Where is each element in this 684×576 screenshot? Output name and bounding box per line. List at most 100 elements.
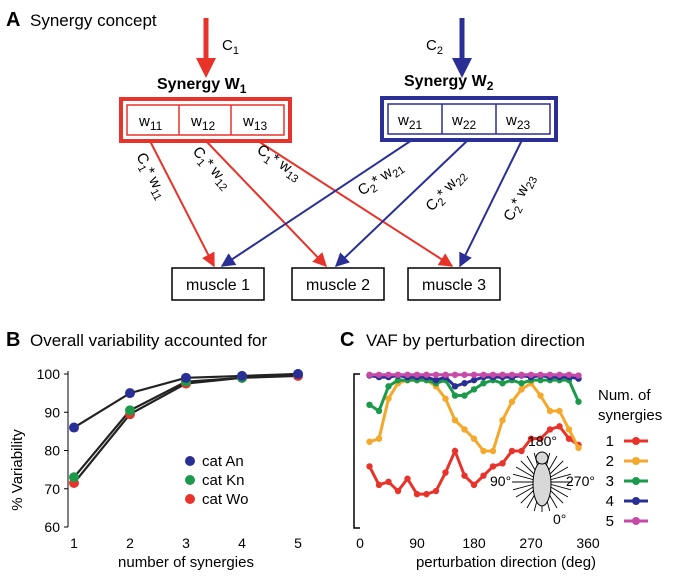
panel-b-xlabel: number of synergies [118,554,254,571]
panel-c-point [471,482,477,488]
panel-c-point [509,399,515,405]
panel-c-legend-marker [632,477,640,485]
panel-c-point [433,488,439,494]
panel-c-point [518,380,524,386]
panel-c-point [575,399,581,405]
panel-b: B Overall variability accounted for % Va… [6,329,303,571]
panel-c-point [480,372,486,378]
panel-c: C VAF by perturbation direction perturba… [340,329,662,571]
panel-c-point [385,383,391,389]
panel-c-point [442,469,448,475]
label-c2-w22: C2* w22 [422,166,470,217]
panel-c-point [499,380,505,386]
panel-b-point [125,388,135,398]
panel-c-point [376,435,382,441]
panel-c-point [480,472,486,478]
panel-c-point [366,402,372,408]
panel-c-point [461,426,467,432]
panel-c-point [566,372,572,378]
panel-b-xtick-label: 5 [294,535,302,551]
cat-icon [533,462,551,506]
panel-b-ytick-label: 80 [44,443,60,459]
panel-c-legend-label: 3 [606,473,614,490]
inset-label-180: 180° [528,433,557,449]
panel-b-xtick-label: 3 [182,535,190,551]
panel-c-point [452,383,458,389]
synergy-1-box: w11 w12 w13 [121,99,290,141]
panel-b-xtick-label: 1 [70,535,78,551]
panel-c-point [414,491,420,497]
panel-a-title: Synergy concept [30,11,157,30]
panel-c-point [547,372,553,378]
panel-c-title: VAF by perturbation direction [366,331,585,350]
panel-b-legend-label: cat An [202,453,244,470]
panel-b-point [293,369,303,379]
w21-cell: w21 [397,112,423,132]
panel-b-ylabel: % Variability [9,429,26,511]
w23-cell: w23 [505,112,531,132]
synergy-2-box: w21 w22 w23 [382,98,556,140]
synergy-1-title: Synergy W1 [157,76,247,96]
panel-c-point [423,491,429,497]
panel-a: A Synergy concept C1 C2 Synergy W1 Syner… [6,9,556,300]
panel-b-point [69,472,79,482]
panel-c-xlabel: perturbation direction (deg) [416,554,596,571]
panel-c-legend-label: 1 [606,433,614,450]
panel-c-point [518,448,524,454]
w13-cell: w13 [242,113,268,133]
panel-c-letter: C [340,329,354,351]
inset-label-270: 270° [566,473,595,489]
panel-c-xticks: 0 90 180 270 360 [356,535,600,551]
panel-b-legend-label: cat Wo [202,491,248,508]
panel-c-point [366,439,372,445]
panel-c-point [499,460,505,466]
panel-c-legend-marker [632,517,640,525]
panel-b-xticks: 1 2 3 4 5 [70,535,302,551]
panel-b-legend-label: cat Kn [202,472,245,489]
panel-c-point [461,380,467,386]
panel-c-point [376,482,382,488]
panel-c-point [490,448,496,454]
panel-c-legend-title-1: Num. of [598,387,651,404]
panel-c-point [404,476,410,482]
panel-c-point [385,372,391,378]
panel-c-point [433,372,439,378]
panel-c-point [442,395,448,401]
panel-b-legend-marker [185,494,195,504]
panel-c-point [480,448,486,454]
panel-c-point [376,372,382,378]
panel-c-point [547,426,553,432]
panel-b-line-cat-wo [74,376,298,483]
panel-c-point [537,372,543,378]
panel-b-ytick-label: 60 [44,519,60,535]
panel-c-point [556,372,562,378]
panel-c-legend-label: 4 [606,493,614,510]
label-c1-w11: C1* w11 [130,150,171,203]
panel-b-ytick-label: 100 [37,366,61,382]
panel-c-point [461,472,467,478]
panel-c-point [366,372,372,378]
panel-c-legend-label: 2 [606,453,614,470]
label-c2-w23: C2* w23 [500,171,540,225]
panel-c-bracket [354,374,360,528]
panel-c-point [461,372,467,378]
panel-b-xtick-label: 2 [126,535,134,551]
panel-c-point [566,426,572,432]
c2-label: C2 [426,37,443,57]
panel-b-point [69,423,79,433]
panel-b-xtick-label: 4 [238,535,246,551]
panel-b-yticks: 60 70 80 90 100 [37,366,68,535]
panel-b-point [125,405,135,415]
panel-c-point [414,372,420,378]
label-c1-w12: C1* w12 [187,143,235,194]
panel-a-letter: A [6,9,20,31]
panel-c-point [480,380,486,386]
panel-c-point [471,386,477,392]
panel-c-xtick-label: 90 [409,535,425,551]
panel-c-point [499,372,505,378]
muscle-1-label: muscle 1 [186,277,250,294]
panel-c-point [452,448,458,454]
panel-b-legend: cat An cat Kn cat Wo [185,453,248,508]
synergy-2-title: Synergy W2 [404,73,494,93]
